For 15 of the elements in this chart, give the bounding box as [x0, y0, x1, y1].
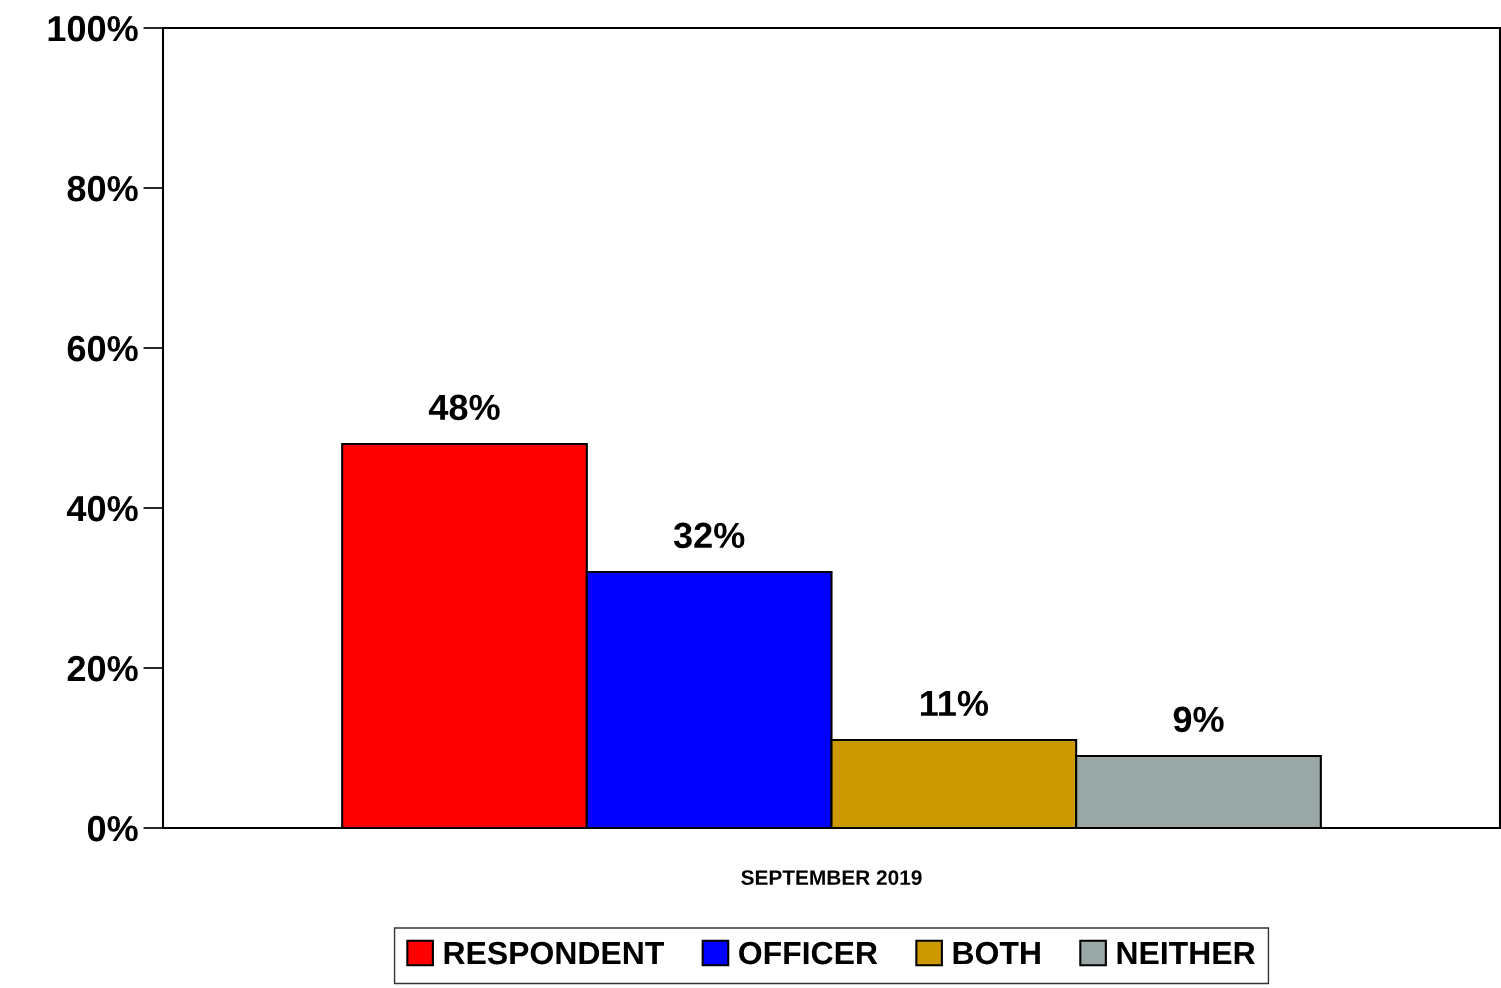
y-tick-label: 0% — [87, 815, 138, 842]
y-tick-label: 20% — [67, 655, 138, 682]
legend-label: RESPONDENT — [444, 941, 664, 965]
y-tick-label: 80% — [67, 175, 138, 202]
data-label: 32% — [673, 522, 745, 549]
y-tick-label: 60% — [67, 335, 138, 362]
legend-label: BOTH — [953, 941, 1040, 965]
legend-label: NEITHER — [1117, 942, 1256, 965]
data-label: 11% — [920, 690, 989, 717]
y-tick-label: 40% — [66, 495, 138, 522]
legend-label: OFFICER — [739, 941, 878, 965]
data-label: 9% — [1173, 706, 1224, 733]
data-label: 48% — [428, 394, 500, 421]
y-tick-label: 100% — [48, 15, 138, 42]
x-tick-label: SEPTEMBER 2019 — [741, 870, 922, 885]
